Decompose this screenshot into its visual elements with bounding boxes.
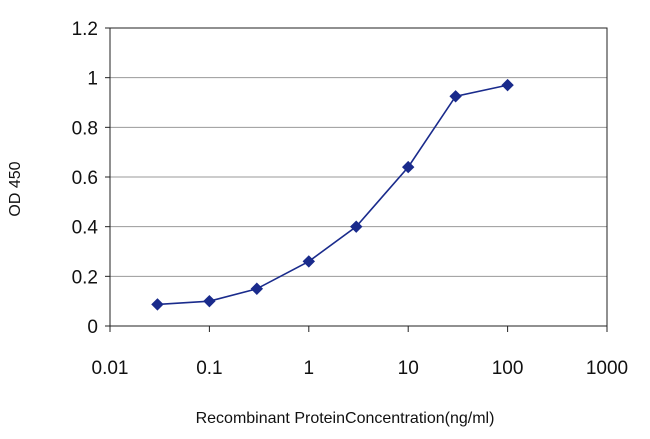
y-tick-label: 0.4 xyxy=(72,218,99,239)
data-point xyxy=(302,255,316,268)
series-group xyxy=(151,78,514,311)
x-tick-label: 100 xyxy=(492,358,524,379)
y-tick-label: 0 xyxy=(87,317,98,338)
y-tick-label: 1.2 xyxy=(72,19,98,40)
x-tick-label: 1000 xyxy=(586,358,628,379)
data-point xyxy=(350,220,363,233)
data-point xyxy=(151,298,164,311)
data-point xyxy=(501,78,514,92)
series-line xyxy=(157,84,508,306)
gridlines xyxy=(110,77,607,277)
data-point xyxy=(401,160,415,174)
x-tick-label: 10 xyxy=(398,358,419,379)
data-point xyxy=(203,294,216,308)
x-tick-label: 0.01 xyxy=(92,358,129,379)
y-axis-ticks: 0 0.2 0.4 0.6 0.8 1 1.2 xyxy=(72,19,110,338)
y-tick-label: 1 xyxy=(87,69,98,90)
data-point xyxy=(449,90,462,103)
x-tick-label: 1 xyxy=(304,358,315,379)
y-axis-title: OD 450 xyxy=(7,161,24,216)
y-tick-label: 0.2 xyxy=(72,267,98,288)
y-tick-label: 0.6 xyxy=(72,168,98,189)
x-axis-ticks: 0.01 0.1 1 10 100 1000 xyxy=(92,326,628,379)
x-axis-title: Recombinant ProteinConcentration(ng/ml) xyxy=(196,410,495,427)
data-point xyxy=(250,282,264,295)
y-tick-label: 0.8 xyxy=(72,118,98,139)
x-tick-label: 0.1 xyxy=(196,358,222,379)
